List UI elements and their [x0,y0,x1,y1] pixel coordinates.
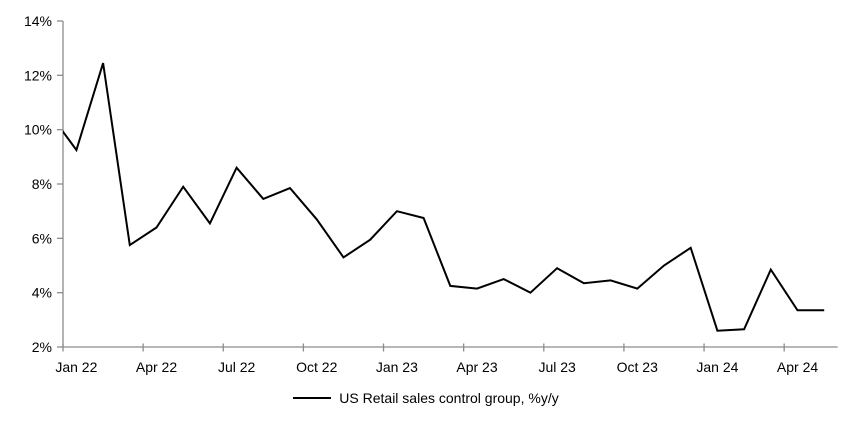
x-tick-label: Apr 22 [136,359,177,375]
y-tick-label: 4% [32,285,52,301]
x-tick-label: Jul 22 [218,359,256,375]
x-tick-label: Jan 22 [55,359,97,375]
y-tick-label: 6% [32,230,52,246]
x-tick-label: Jan 24 [696,359,738,375]
x-tick-label: Jan 23 [376,359,418,375]
chart-canvas: 2% 4% 6% 8% 10% 12% 14% Jan 22 Apr 22 Jul 22 Oct 2… [24,13,838,375]
series-line [63,62,825,332]
x-tick-label: Jul 23 [538,359,576,375]
x-tick-label: Apr 23 [456,359,497,375]
y-tick-label: 2% [32,339,52,355]
legend-label: US Retail sales control group, %y/y [339,390,559,406]
y-tick-label: 14% [24,13,52,29]
legend: US Retail sales control group, %y/y [0,390,852,406]
y-tick-label: 12% [24,67,52,83]
y-tick-label: 8% [32,176,52,192]
legend-line-swatch [293,397,332,399]
x-tick-label: Apr 24 [777,359,818,375]
x-tick-label: Oct 22 [296,359,337,375]
y-tick-label: 10% [24,122,52,138]
x-tick-label: Oct 23 [617,359,658,375]
